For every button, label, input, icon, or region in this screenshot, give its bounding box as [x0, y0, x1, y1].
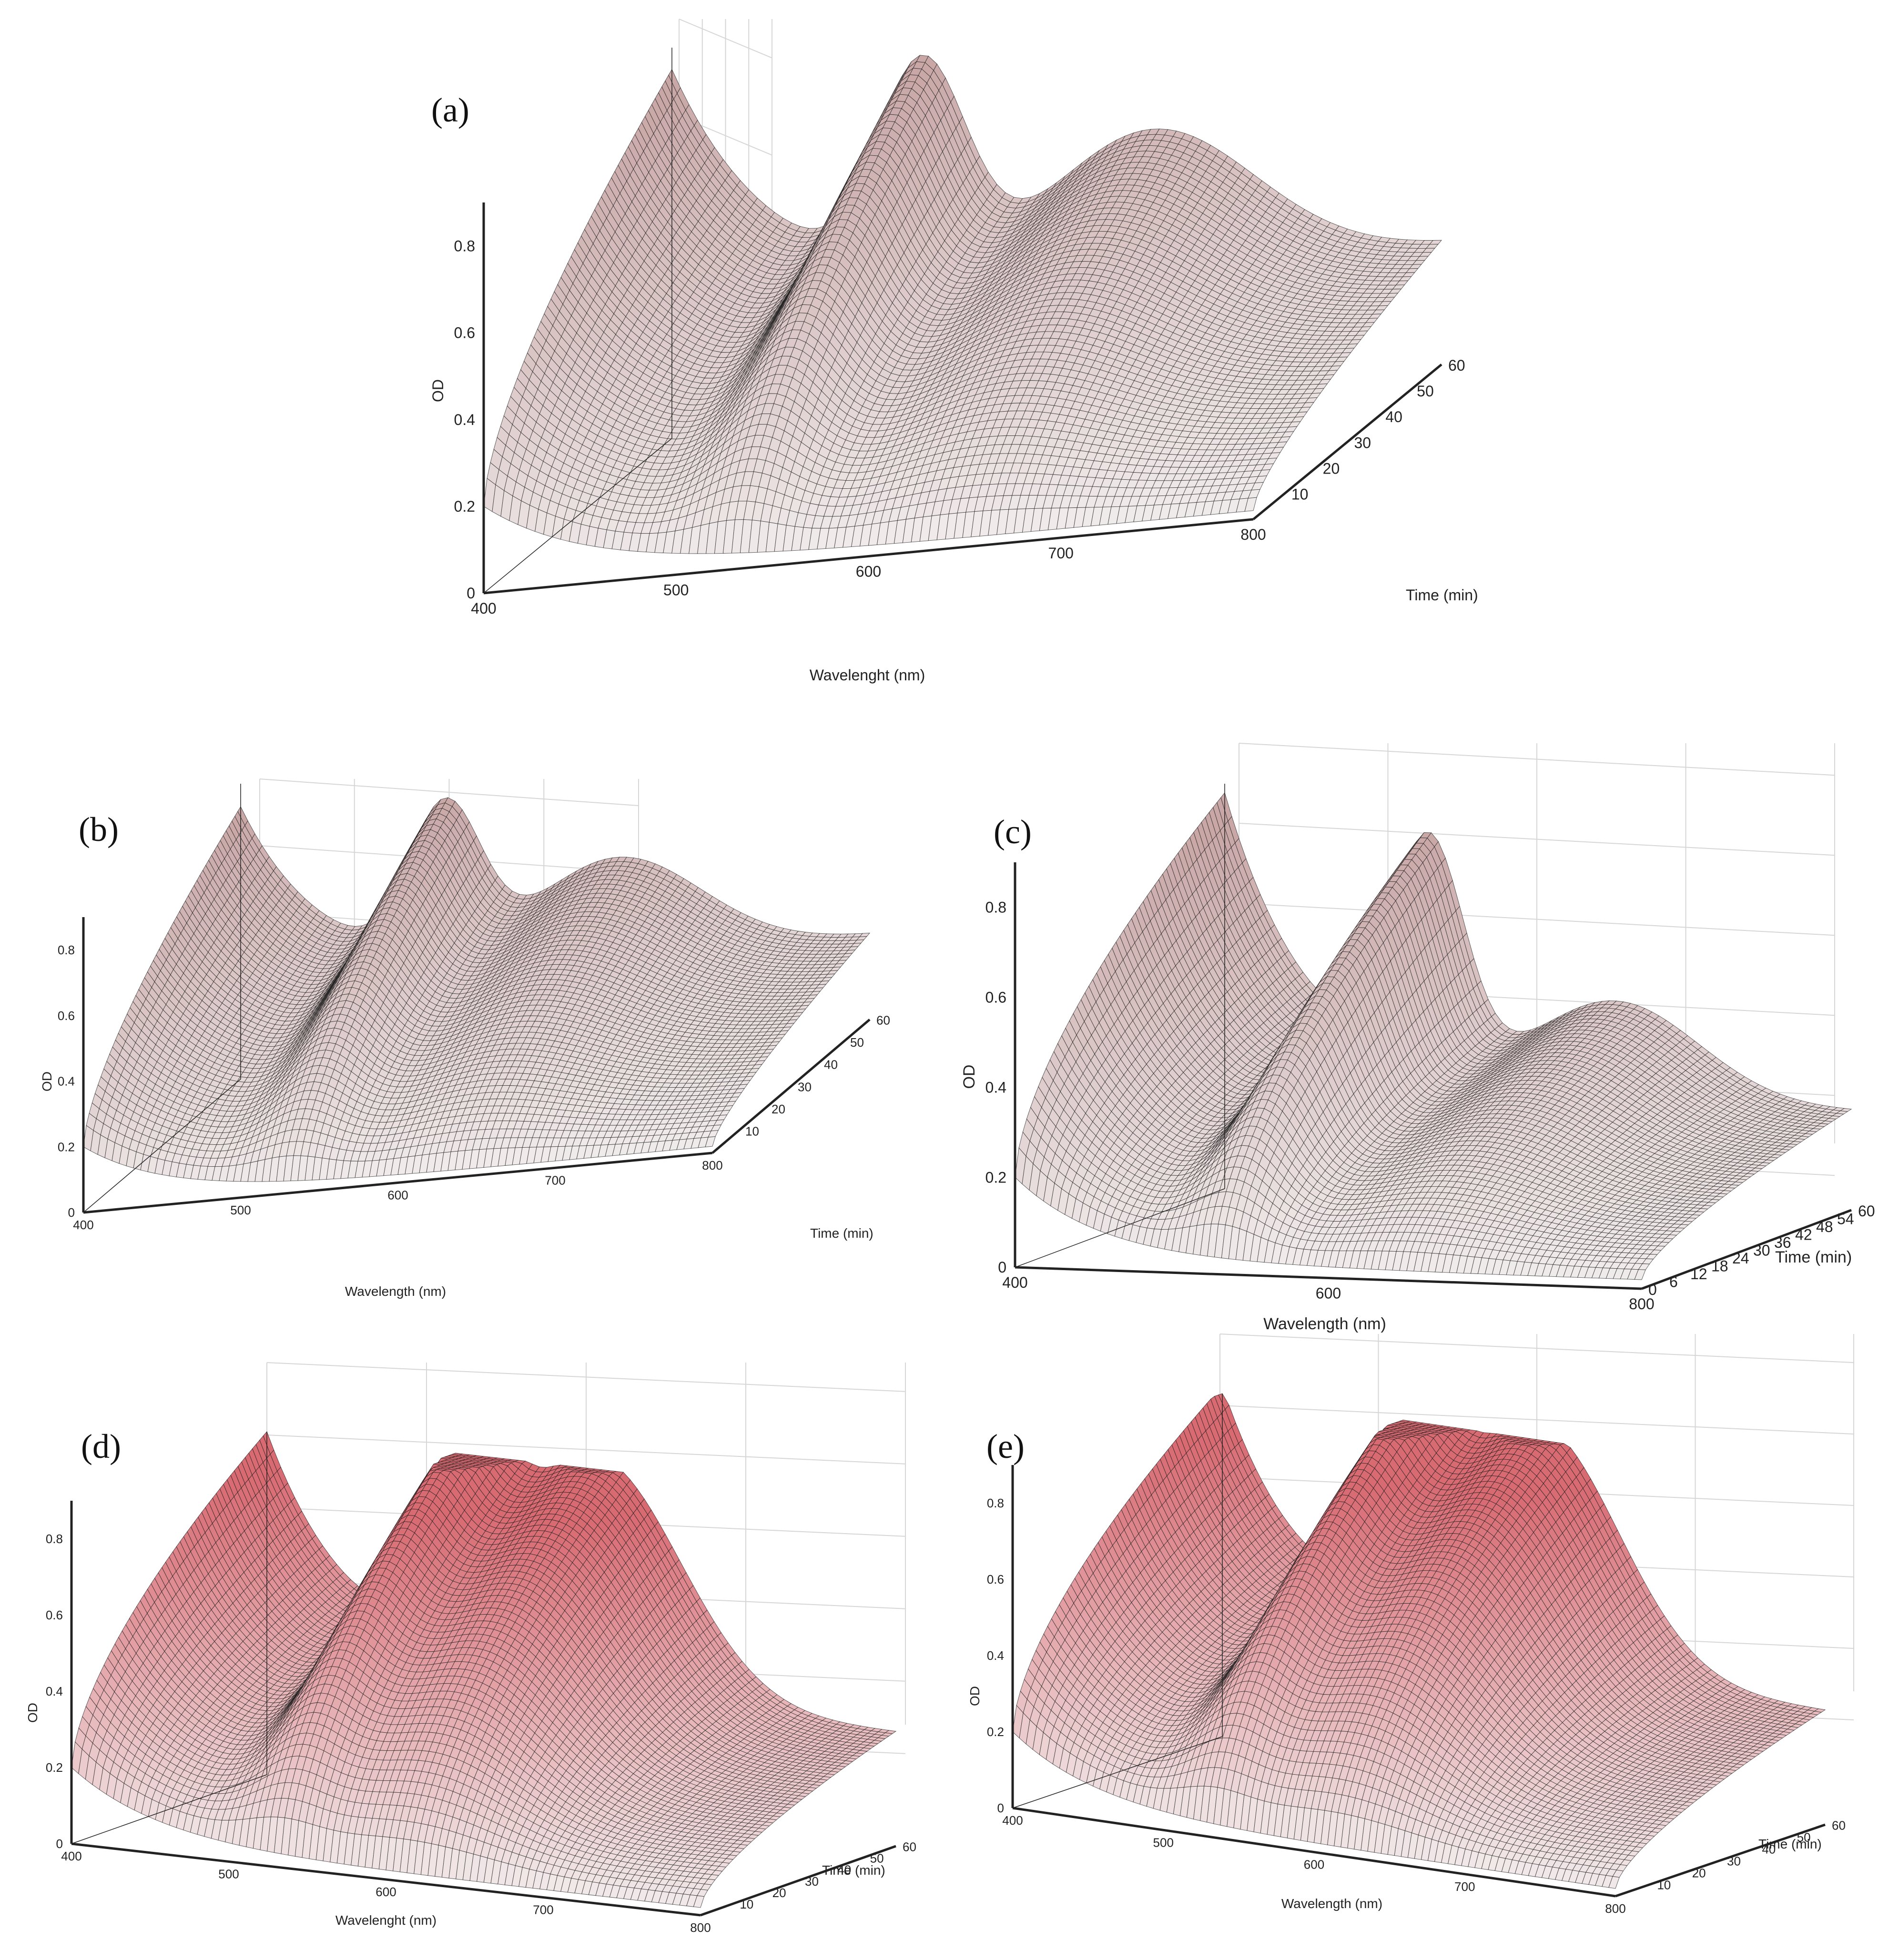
panel-a: 40050060070080000.20.40.60.8102030405060… [429, 19, 1478, 684]
panel-a-surface [483, 55, 1442, 554]
